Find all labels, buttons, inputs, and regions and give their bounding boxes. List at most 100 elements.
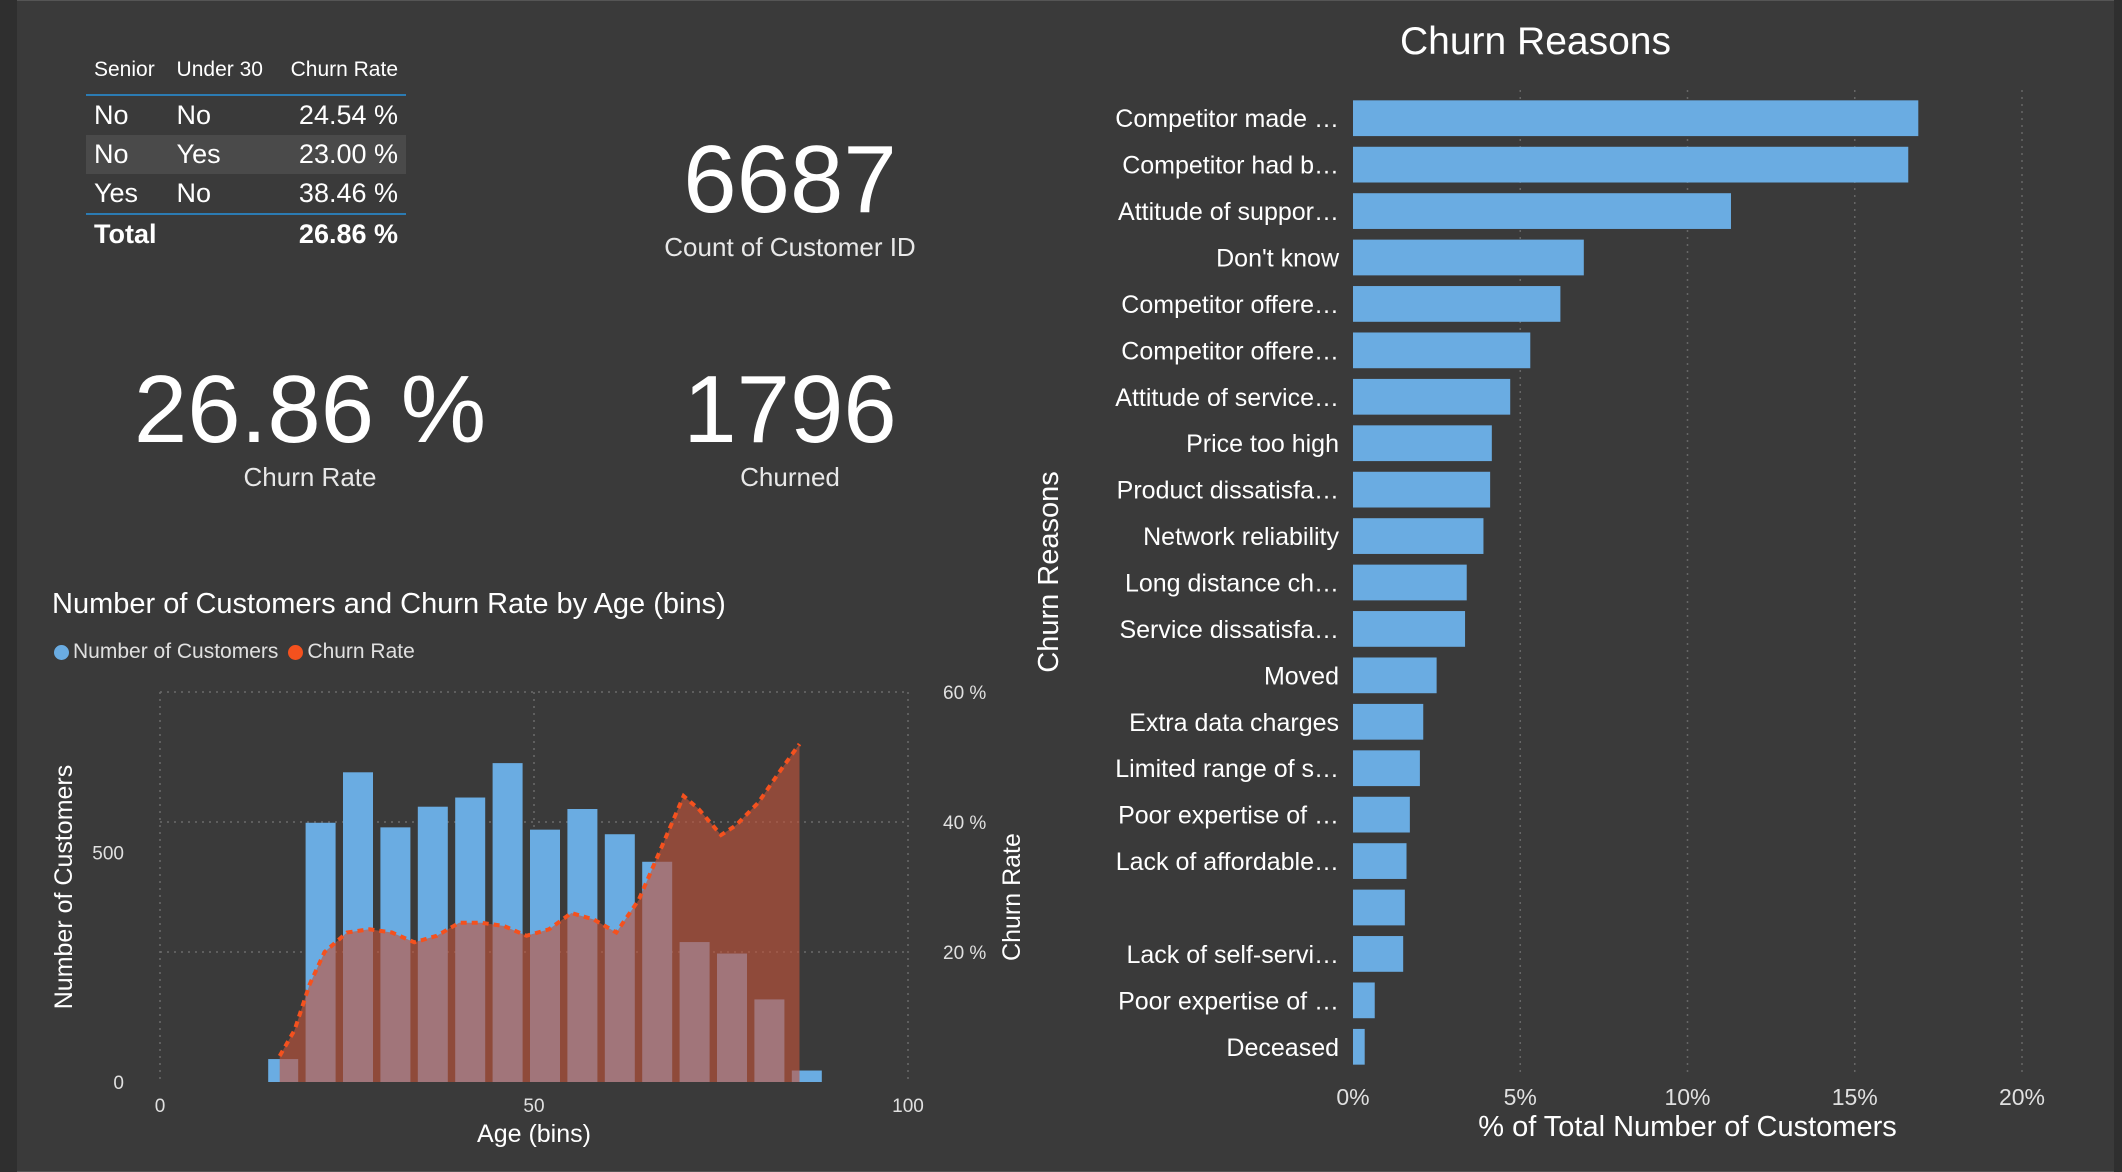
legend-item-churn-rate[interactable]: Churn Rate — [288, 640, 415, 664]
reason-bar — [1353, 332, 1531, 369]
x-axis-title: % of Total Number of Customers — [1478, 1111, 1897, 1143]
churned-label: Churned — [740, 462, 840, 492]
x-tick-label: 50 — [523, 1096, 544, 1117]
reason-bar — [1353, 146, 1909, 183]
table-header-row: Senior Under 30 Churn Rate — [86, 52, 406, 96]
category-label: Poor expertise of … — [1118, 987, 1339, 1015]
category-label: Product dissatisfa… — [1117, 477, 1339, 505]
x-tick-label: 15% — [1832, 1084, 1878, 1110]
category-label: Limited range of s… — [1115, 755, 1339, 783]
legend-label-customers: Number of Customers — [73, 640, 279, 663]
category-label: Attitude of service… — [1115, 384, 1339, 412]
category-label: Long distance ch… — [1125, 570, 1339, 598]
table-row[interactable]: Yes No 38.46 % — [86, 174, 406, 214]
reason-bar — [1353, 564, 1467, 601]
reason-bar — [1353, 982, 1375, 1019]
cell-under-30: No — [176, 178, 212, 208]
category-label: Don't know — [1216, 245, 1340, 273]
reason-bar — [1353, 936, 1404, 972]
cell-senior: No — [94, 100, 129, 130]
cell-churn-rate: 23.00 % — [276, 135, 406, 174]
y2-axis-title: Churn Rate — [998, 833, 1026, 961]
category-label: Competitor made … — [1115, 105, 1339, 133]
table-total-row: Total 26.86 % — [86, 213, 406, 254]
category-label: Lack of self-servi… — [1126, 941, 1339, 969]
age-chart-legend: Number of Customers Churn Rate — [54, 640, 415, 664]
y2-tick-label: 60 % — [943, 683, 986, 704]
customer-count-label: Count of Customer ID — [664, 232, 916, 262]
reason-bar — [1353, 889, 1405, 926]
churned-value: 1796 — [683, 356, 897, 463]
legend-label-churn-rate: Churn Rate — [307, 640, 415, 663]
category-label: Attitude of suppor… — [1118, 198, 1339, 226]
category-label: Moved — [1264, 662, 1339, 690]
header-under-30[interactable]: Under 30 — [168, 52, 277, 96]
x-tick-label: 100 — [892, 1096, 924, 1117]
churn-rate-value: 26.86 % — [133, 356, 487, 463]
right-edge — [2114, 0, 2122, 1172]
cell-under-30: Yes — [168, 135, 277, 174]
reason-bar — [1353, 657, 1437, 694]
total-churn-rate: 26.86 % — [276, 213, 406, 254]
left-edge — [0, 0, 17, 1172]
cell-churn-rate: 38.46 % — [298, 178, 398, 208]
reason-bar — [1353, 378, 1511, 415]
legend-item-customers[interactable]: Number of Customers — [54, 640, 278, 664]
total-blank — [168, 213, 277, 254]
table-row[interactable]: No No 24.54 % — [86, 95, 406, 135]
category-label: Service dissatisfa… — [1119, 616, 1339, 644]
x-tick-label: 0% — [1336, 1084, 1369, 1110]
category-label: Extra data charges — [1129, 709, 1339, 737]
x-tick-label: 5% — [1504, 1084, 1537, 1110]
category-label: Competitor had b… — [1122, 152, 1339, 180]
churn-matrix-table: Senior Under 30 Churn Rate No No 24.54 %… — [86, 52, 406, 254]
cell-senior: No — [86, 135, 169, 174]
y2-tick-label: 20 % — [943, 943, 986, 964]
x-tick-label: 10% — [1664, 1084, 1710, 1110]
reason-bar — [1353, 100, 1919, 137]
legend-dot-customers — [54, 644, 69, 660]
reason-bar — [1353, 611, 1466, 647]
category-label: Competitor offere… — [1121, 337, 1339, 365]
churn-rate-line — [277, 742, 802, 1057]
category-label: Deceased — [1226, 1034, 1339, 1062]
reason-bar — [1353, 796, 1410, 833]
reason-bar — [1353, 471, 1491, 508]
category-label: Price too high — [1186, 430, 1339, 458]
header-churn-rate[interactable]: Churn Rate — [276, 52, 406, 96]
category-label: Network reliability — [1143, 523, 1339, 551]
x-tick-label: 20% — [1999, 1084, 2045, 1110]
reason-bar — [1353, 750, 1420, 787]
reason-bar — [1353, 518, 1484, 554]
customer-count-value: 6687 — [683, 126, 897, 233]
reason-bar — [1353, 703, 1424, 740]
reason-bar — [1353, 286, 1561, 322]
age-bar — [791, 1070, 822, 1082]
reason-bar — [1353, 239, 1584, 276]
churn-rate-card[interactable]: 26.86 % Churn Rate — [100, 362, 520, 493]
category-label: Competitor offere… — [1121, 291, 1339, 319]
category-label: Lack of affordable… — [1116, 848, 1339, 876]
cell-under-30: No — [176, 100, 212, 130]
x-tick-label: 0 — [155, 1096, 166, 1117]
y2-tick-label: 40 % — [943, 813, 986, 834]
reasons-chart[interactable]: 0% 5% 10% 15% 20% Competitor made … Competitor… — [1030, 70, 2115, 1170]
age-chart[interactable]: 20 % 40 % 60 % 0 50 100 0 500 Age (bins) Number o… — [0, 670, 1040, 1150]
y-tick-label: 500 — [92, 844, 124, 865]
y-axis-title: Number of Customers — [50, 765, 78, 1010]
cell-churn-rate: 24.54 % — [298, 100, 398, 130]
churn-rate-area — [279, 744, 800, 1082]
table-row[interactable]: No Yes 23.00 % — [86, 135, 406, 174]
customer-count-card[interactable]: 6687 Count of Customer ID — [620, 132, 960, 263]
churned-card[interactable]: 1796 Churned — [620, 362, 960, 493]
total-label: Total — [86, 213, 169, 254]
reason-bar — [1353, 193, 1731, 229]
x-axis-title: Age (bins) — [477, 1120, 591, 1148]
reason-bar — [1353, 425, 1492, 462]
y-axis-title: Churn Reasons — [1033, 471, 1065, 673]
reason-bar — [1353, 1028, 1365, 1065]
y-tick-label: 0 — [113, 1073, 124, 1094]
age-chart-title: Number of Customers and Churn Rate by Ag… — [52, 588, 726, 620]
header-senior[interactable]: Senior — [86, 52, 169, 96]
category-label: Poor expertise of … — [1118, 802, 1339, 830]
